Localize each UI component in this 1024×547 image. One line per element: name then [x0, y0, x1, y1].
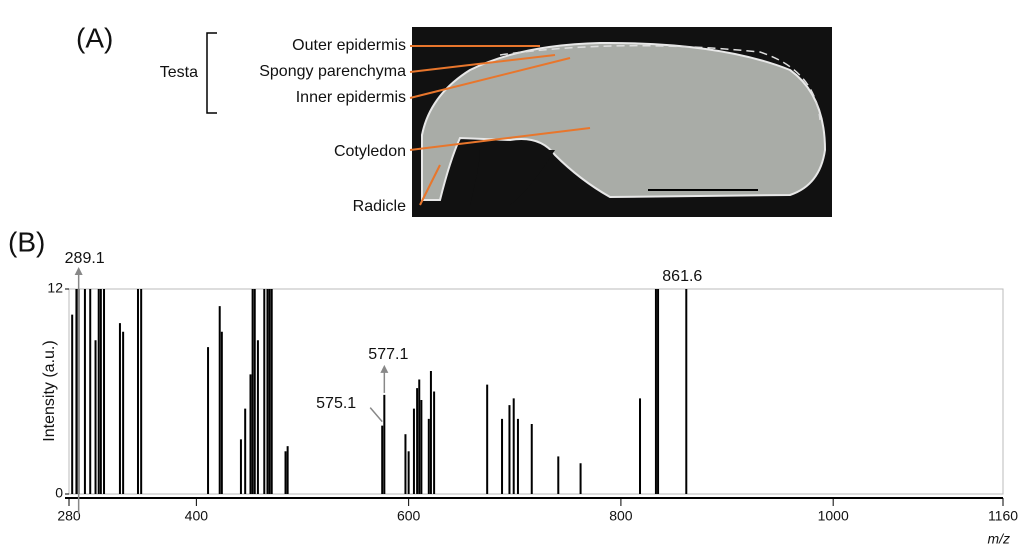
seed-section	[421, 41, 827, 201]
tissue-label: Outer epidermis	[292, 37, 406, 54]
tissue-label: Cotyledon	[334, 143, 406, 160]
y-tick-label: 12	[47, 280, 63, 296]
outline	[499, 44, 821, 121]
x-tick-label: 1000	[818, 508, 849, 524]
y-tick-label: 0	[55, 485, 63, 501]
panel-label: (A)	[76, 22, 113, 53]
x-tick-label: 400	[185, 508, 209, 524]
annotation: 861.6	[662, 268, 702, 285]
arrows	[409, 45, 591, 206]
x-tick-label: 280	[57, 508, 81, 524]
bracket	[206, 32, 217, 114]
gap	[470, 150, 555, 205]
x-tick-label: 800	[609, 508, 633, 524]
tissue-label: Spongy parenchyma	[259, 63, 406, 80]
x-axis-label: m/z	[987, 531, 1010, 547]
tissue-label: Radicle	[353, 198, 406, 215]
annotation: 575.1	[316, 395, 356, 412]
x-tick-label: 1160	[988, 508, 1018, 524]
x-tick-label: 600	[397, 508, 421, 524]
panel-label: (B)	[8, 226, 45, 257]
annotation-arrow	[369, 407, 383, 423]
annotation: 577.1	[368, 346, 408, 363]
bracket-label: Testa	[160, 64, 198, 81]
arrow-head	[74, 267, 83, 275]
tissue-label: Inner epidermis	[296, 89, 406, 106]
y-axis-label: Intensity (a.u.)	[41, 340, 58, 441]
plot-frame	[68, 288, 1004, 495]
arrow-head	[380, 364, 389, 373]
annotation: 289.1	[65, 250, 105, 267]
